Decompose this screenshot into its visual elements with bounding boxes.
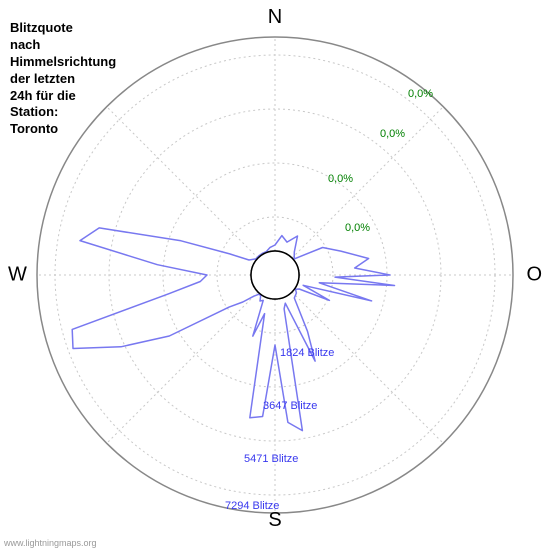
percent-label: 0,0% <box>328 173 353 185</box>
cardinal-west: W <box>8 264 27 287</box>
title-line: 24h für die <box>10 88 116 105</box>
blitz-label: 5471 Blitze <box>244 453 298 465</box>
blitz-label: 1824 Blitze <box>280 347 334 359</box>
title-line: der letzten <box>10 71 116 88</box>
title-line: Station: <box>10 104 116 121</box>
percent-label: 0,0% <box>345 222 370 234</box>
title-line: nach <box>10 37 116 54</box>
title-line: Himmelsrichtung <box>10 54 116 71</box>
blitz-label: 3647 Blitze <box>263 400 317 412</box>
blitz-label: 7294 Blitze <box>225 500 279 512</box>
title-line: Toronto <box>10 121 116 138</box>
percent-label: 0,0% <box>380 128 405 140</box>
percent-label: 0,0% <box>408 88 433 100</box>
cardinal-south: S <box>268 509 281 532</box>
cardinal-east: O <box>526 264 542 287</box>
cardinal-north: N <box>268 6 282 29</box>
title-line: Blitzquote <box>10 20 116 37</box>
attribution-text: www.lightningmaps.org <box>4 538 97 548</box>
chart-title: BlitzquotenachHimmelsrichtungder letzten… <box>10 20 116 138</box>
